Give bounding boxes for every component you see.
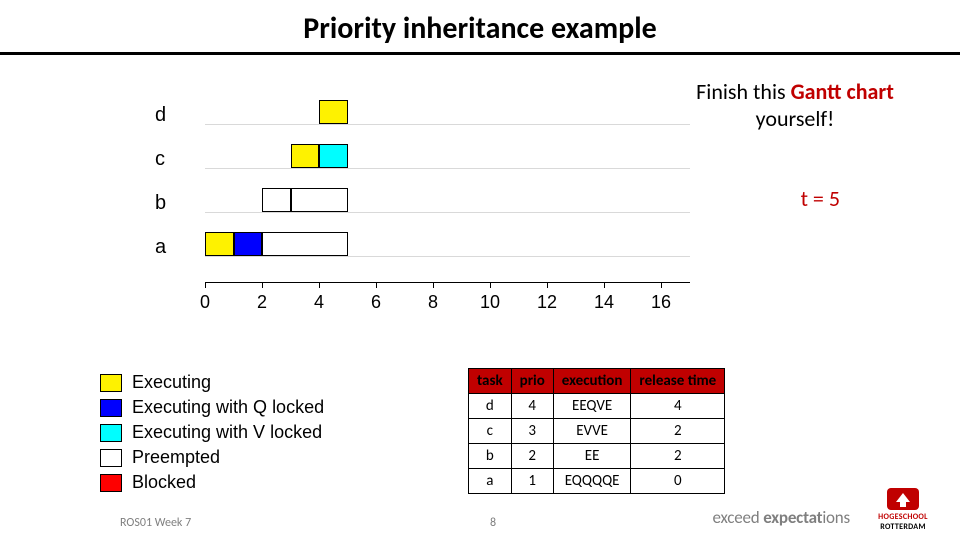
gantt-chart: dcba0246810121416 bbox=[175, 100, 695, 330]
legend-item: Preempted bbox=[100, 445, 324, 470]
table-row: a1EQQQQE0 bbox=[469, 469, 725, 494]
x-tick-label: 6 bbox=[371, 292, 381, 313]
table-header-cell: release time bbox=[631, 369, 725, 394]
callout-pre: Finish this bbox=[696, 78, 790, 105]
x-tick-label: 2 bbox=[257, 292, 267, 313]
table-cell: 4 bbox=[631, 394, 725, 419]
table-cell: 0 bbox=[631, 469, 725, 494]
x-tick-label: 14 bbox=[594, 292, 614, 313]
x-tick bbox=[433, 282, 434, 288]
gantt-cell bbox=[319, 144, 348, 168]
legend-label: Executing with V locked bbox=[132, 422, 322, 443]
legend-label: Executing bbox=[132, 372, 211, 393]
table-row: c3EVVE2 bbox=[469, 419, 725, 444]
legend-label: Preempted bbox=[132, 447, 220, 468]
footer-left: ROS01 Week 7 bbox=[120, 516, 191, 530]
row-baseline bbox=[205, 168, 690, 169]
title-rule bbox=[0, 52, 960, 55]
x-tick bbox=[319, 282, 320, 288]
table-cell: EVVE bbox=[553, 419, 631, 444]
x-tick bbox=[262, 282, 263, 288]
slide-title: Priority inheritance example bbox=[0, 10, 960, 47]
brand-text: exceed expectations bbox=[713, 507, 850, 528]
legend-item: Executing with Q locked bbox=[100, 395, 324, 420]
legend-swatch bbox=[100, 424, 122, 442]
legend-swatch bbox=[100, 399, 122, 417]
logo-icon bbox=[886, 484, 920, 512]
x-tick bbox=[490, 282, 491, 288]
legend-label: Blocked bbox=[132, 472, 196, 493]
gantt-cell bbox=[262, 188, 291, 212]
gantt-cell bbox=[234, 232, 263, 256]
table-cell: 2 bbox=[631, 419, 725, 444]
gantt-row-label: b bbox=[155, 192, 166, 215]
gantt-cell bbox=[291, 188, 348, 212]
table-cell: EQQQQE bbox=[553, 469, 631, 494]
table-cell: c bbox=[469, 419, 512, 444]
legend-item: Blocked bbox=[100, 470, 324, 495]
table-header-cell: execution bbox=[553, 369, 631, 394]
legend-item: Executing bbox=[100, 370, 324, 395]
table-cell: 4 bbox=[511, 394, 553, 419]
table-cell: d bbox=[469, 394, 512, 419]
gantt-cell bbox=[319, 100, 348, 124]
table-header-cell: task bbox=[469, 369, 512, 394]
legend-item: Executing with V locked bbox=[100, 420, 324, 445]
x-tick-label: 0 bbox=[200, 292, 210, 313]
legend-swatch bbox=[100, 474, 122, 492]
table-cell: EEQVE bbox=[553, 394, 631, 419]
callout-bold: Gantt chart bbox=[791, 78, 894, 105]
t-value: t = 5 bbox=[801, 185, 840, 212]
gantt-row-label: a bbox=[155, 236, 166, 259]
legend-label: Executing with Q locked bbox=[132, 397, 324, 418]
table-cell: b bbox=[469, 444, 512, 469]
x-tick-label: 8 bbox=[428, 292, 438, 313]
brand-pre: exceed bbox=[713, 507, 764, 528]
table-cell: 2 bbox=[631, 444, 725, 469]
callout-text: Finish this Gantt chart yourself! bbox=[665, 78, 925, 132]
x-tick-label: 10 bbox=[480, 292, 500, 313]
gantt-row-label: c bbox=[155, 148, 165, 171]
table-row: d4EEQVE4 bbox=[469, 394, 725, 419]
x-tick bbox=[205, 282, 206, 288]
row-baseline bbox=[205, 124, 690, 125]
brand-em: expectat bbox=[763, 507, 822, 528]
school-line2: ROTTERDAM bbox=[868, 522, 938, 532]
x-tick bbox=[547, 282, 548, 288]
table-cell: 3 bbox=[511, 419, 553, 444]
table-cell: 2 bbox=[511, 444, 553, 469]
task-table: taskprioexecutionrelease timed4EEQVE4c3E… bbox=[468, 368, 725, 494]
row-baseline bbox=[205, 256, 690, 257]
x-tick-label: 12 bbox=[537, 292, 557, 313]
legend-swatch bbox=[100, 374, 122, 392]
legend: Executing Executing with Q locked Executin… bbox=[100, 370, 324, 495]
row-baseline bbox=[205, 212, 690, 213]
x-tick bbox=[376, 282, 377, 288]
school-logo: HOGESCHOOL ROTTERDAM bbox=[868, 484, 938, 532]
x-tick-label: 16 bbox=[651, 292, 671, 313]
x-axis bbox=[205, 282, 690, 283]
x-tick-label: 4 bbox=[314, 292, 324, 313]
table-row: b2EE2 bbox=[469, 444, 725, 469]
x-tick bbox=[661, 282, 662, 288]
brand-post: ions bbox=[822, 507, 850, 528]
gantt-cell bbox=[205, 232, 234, 256]
gantt-cell bbox=[262, 232, 348, 256]
footer-page: 8 bbox=[490, 516, 496, 530]
legend-swatch bbox=[100, 449, 122, 467]
x-tick bbox=[604, 282, 605, 288]
callout-suf: yourself! bbox=[756, 105, 835, 132]
table-cell: EE bbox=[553, 444, 631, 469]
table-cell: 1 bbox=[511, 469, 553, 494]
gantt-cell bbox=[291, 144, 320, 168]
school-line1: HOGESCHOOL bbox=[868, 512, 938, 522]
gantt-row-label: d bbox=[155, 104, 166, 127]
table-header-cell: prio bbox=[511, 369, 553, 394]
table-cell: a bbox=[469, 469, 512, 494]
